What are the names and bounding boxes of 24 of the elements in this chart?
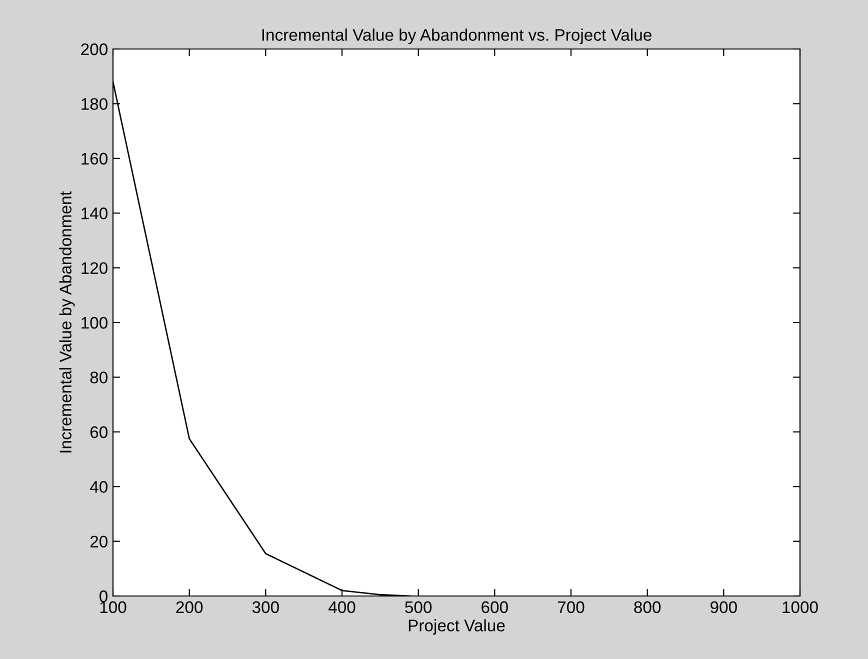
y-axis-title: Incremental Value by Abandonment	[59, 191, 75, 452]
x-axis-title: Project Value	[408, 619, 505, 635]
y-tick-label: 40	[90, 481, 108, 493]
y-tick-label: 140	[82, 208, 108, 220]
x-tick-label: 300	[252, 601, 279, 614]
x-tick-label: 1000	[782, 601, 818, 614]
x-tick-label: 800	[634, 601, 661, 614]
y-tick-label: 180	[82, 98, 108, 110]
x-tick-label: 600	[482, 601, 508, 614]
y-tick-label: 120	[82, 262, 108, 274]
y-tick-label: 0	[100, 590, 108, 602]
y-tick-label: 80	[90, 372, 108, 384]
y-tick-label: 160	[82, 152, 108, 165]
y-tick-label: 100	[82, 316, 108, 329]
chart-title: Incremental Value by Abandonment vs. Project Value	[262, 28, 652, 44]
y-tick-label: 60	[90, 426, 108, 438]
y-tick-label: 20	[90, 536, 108, 548]
x-tick-label: 400	[328, 601, 356, 614]
x-tick-label: 700	[558, 601, 584, 614]
y-tick-label: 200	[81, 43, 108, 56]
x-tick-label: 100	[100, 601, 126, 614]
x-tick-label: 500	[405, 601, 432, 614]
x-tick-label: 900	[710, 601, 737, 614]
x-tick-label: 200	[176, 601, 203, 614]
